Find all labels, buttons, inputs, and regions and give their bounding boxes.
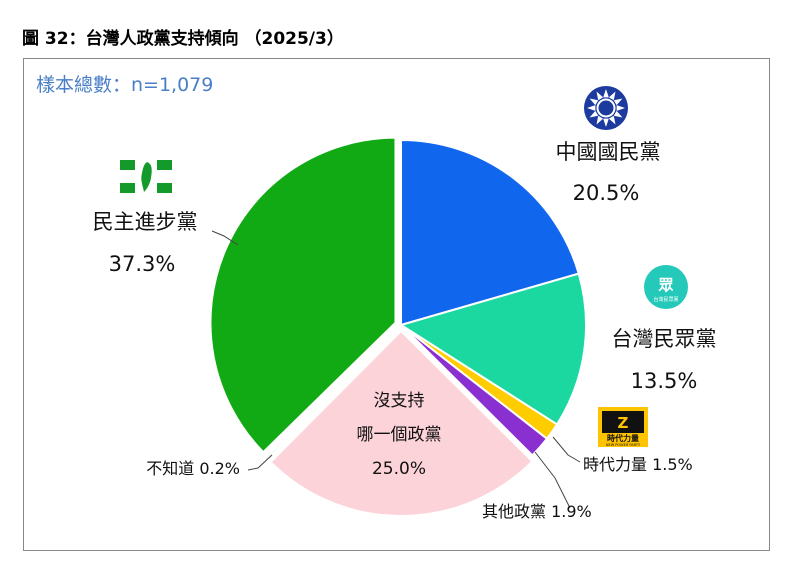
kmt-ray xyxy=(613,110,623,118)
tpp-logo-text: 眾 xyxy=(657,276,673,294)
slice-label-none-line2: 哪一個政黨 xyxy=(357,425,442,445)
leader-line-npp xyxy=(552,436,581,463)
value-label-none: 25.0% xyxy=(372,459,426,479)
slice-label-kmt: 中國國民黨 xyxy=(556,140,661,164)
slice-label-other: 其他政黨 1.9% xyxy=(482,502,592,521)
kmt-ray xyxy=(596,91,604,101)
kmt-ray xyxy=(603,89,609,98)
tpp-logo-icon: 眾 台灣民眾黨 xyxy=(644,265,688,309)
pie-slice-other xyxy=(400,324,549,457)
slice-label-npp: 時代力量 1.5% xyxy=(583,455,693,474)
slice-label-unknown: 不知道 0.2% xyxy=(146,459,240,478)
pie-slice-none xyxy=(269,329,534,517)
sample-size-label: 樣本總數：n=1,079 xyxy=(36,74,214,96)
kmt-ray xyxy=(589,98,599,106)
slice-label-tpp: 台灣民眾黨 xyxy=(612,327,717,351)
kmt-sun-emblem-icon xyxy=(584,86,628,130)
slice-label-dpp: 民主進步黨 xyxy=(93,210,198,234)
kmt-ray xyxy=(603,118,609,127)
kmt-ray xyxy=(613,98,623,106)
figure-title: 圖 32：台灣人政黨支持傾向 （2025/3） xyxy=(22,29,344,49)
tpp-logo-sub: 台灣民眾黨 xyxy=(653,296,678,303)
svg-text:Z: Z xyxy=(618,414,629,432)
npp-logo-icon: Z 時代力量 NEW POWER PARTY xyxy=(598,407,648,447)
kmt-ray xyxy=(589,110,599,118)
value-label-kmt: 20.5% xyxy=(573,181,640,205)
pie-slice-dpp xyxy=(209,136,397,454)
kmt-ray xyxy=(587,105,596,111)
pie-slice-tpp xyxy=(398,272,587,426)
leader-line-dpp xyxy=(211,230,239,246)
kmt-ray xyxy=(608,91,616,101)
leader-line-other xyxy=(534,451,571,509)
chart-frame xyxy=(23,58,770,551)
npp-logo-sub: NEW POWER PARTY xyxy=(606,443,641,447)
kmt-ray xyxy=(616,105,625,111)
leader-line-unknown xyxy=(247,454,273,471)
slice-label-none-line1: 沒支持 xyxy=(374,391,425,411)
pie-slice-kmt xyxy=(400,138,580,327)
kmt-ray xyxy=(596,115,604,125)
kmt-ray xyxy=(608,115,616,125)
value-label-dpp: 37.3% xyxy=(109,252,176,276)
npp-logo-text: 時代力量 xyxy=(607,433,639,443)
dpp-logo-icon xyxy=(118,158,174,195)
value-label-tpp: 13.5% xyxy=(631,369,698,393)
